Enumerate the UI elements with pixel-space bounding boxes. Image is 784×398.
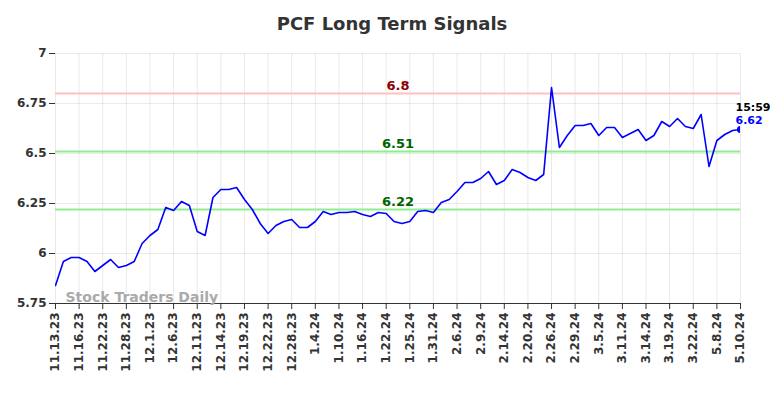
svg-text:7: 7 (38, 46, 46, 60)
svg-text:2.14.24: 2.14.24 (497, 313, 511, 364)
svg-text:11.28.23: 11.28.23 (119, 313, 133, 372)
svg-text:6: 6 (38, 246, 46, 260)
svg-text:12.6.23: 12.6.23 (166, 313, 180, 364)
svg-text:1.22.24: 1.22.24 (379, 313, 393, 364)
html-text:PCF Long Term Signals: PCF Long Term Signals (276, 13, 508, 34)
svg-text:11.13.23: 11.13.23 (48, 313, 62, 372)
svg-text:3.14.24: 3.14.24 (639, 313, 653, 364)
svg-text:1.4.24: 1.4.24 (308, 313, 322, 356)
svg-text:3.11.24: 3.11.24 (615, 313, 629, 364)
svg-text:2.6.24: 2.6.24 (450, 313, 464, 356)
svg-text:2.26.24: 2.26.24 (544, 313, 558, 364)
svg-text:12.14.23: 12.14.23 (214, 313, 228, 372)
svg-text:12.22.23: 12.22.23 (261, 313, 275, 372)
svg-text:1.25.24: 1.25.24 (403, 313, 417, 364)
svg-text:1.10.24: 1.10.24 (332, 313, 346, 364)
svg-text:12.19.23: 12.19.23 (237, 313, 251, 372)
svg-text:5.75: 5.75 (17, 296, 47, 310)
svg-text:1.16.24: 1.16.24 (355, 313, 369, 364)
svg-text:3.22.24: 3.22.24 (686, 313, 700, 364)
svg-text:12.1.23: 12.1.23 (143, 313, 157, 364)
svg-text:6.8: 6.8 (386, 78, 409, 93)
svg-text:Stock Traders Daily: Stock Traders Daily (66, 289, 219, 305)
svg-text:12.11.23: 12.11.23 (190, 313, 204, 372)
svg-text:12.28.23: 12.28.23 (285, 313, 299, 372)
svg-text:11.22.23: 11.22.23 (96, 313, 110, 372)
svg-text:3.5.24: 3.5.24 (592, 313, 606, 356)
svg-text:15:59: 15:59 (736, 101, 771, 114)
svg-text:5.8.24: 5.8.24 (710, 313, 724, 356)
svg-text:5.10.24: 5.10.24 (733, 313, 747, 364)
svg-text:6.75: 6.75 (17, 96, 47, 110)
svg-text:6.5: 6.5 (25, 146, 46, 160)
svg-text:6.51: 6.51 (382, 136, 414, 151)
svg-text:2.29.24: 2.29.24 (568, 313, 582, 364)
svg-text:1.31.24: 1.31.24 (426, 313, 440, 364)
svg-text:2.9.24: 2.9.24 (474, 313, 488, 356)
svg-text:6.22: 6.22 (382, 194, 414, 209)
svg-text:6.25: 6.25 (17, 196, 47, 210)
svg-text:6.62: 6.62 (736, 114, 763, 127)
svg-text:3.19.24: 3.19.24 (662, 313, 676, 364)
svg-text:11.16.23: 11.16.23 (72, 313, 86, 372)
svg-text:2.20.24: 2.20.24 (521, 313, 535, 364)
